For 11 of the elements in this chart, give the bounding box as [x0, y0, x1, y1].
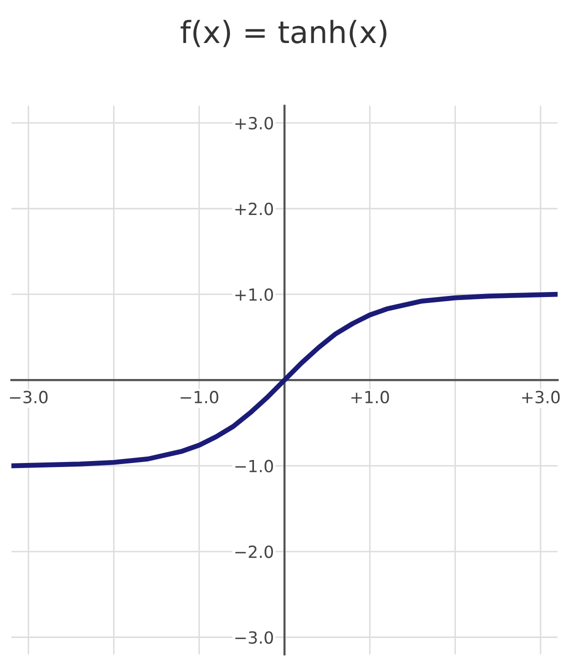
x-tick-label: +3.0 [522, 390, 560, 404]
y-tick-label: +2.0 [235, 202, 273, 216]
y-tick-label: −3.0 [235, 631, 273, 644]
y-tick-label: −2.0 [235, 545, 273, 558]
y-tick-label: +3.0 [235, 116, 273, 130]
chart-title: f(x) = tanh(x) [180, 20, 386, 48]
x-tick-label: −1.0 [180, 390, 218, 404]
y-tick-label: −1.0 [235, 460, 273, 472]
y-tick-label: +1.0 [235, 288, 273, 301]
x-tick-label: −3.0 [10, 390, 48, 404]
x-tick-label: +1.0 [351, 390, 389, 404]
